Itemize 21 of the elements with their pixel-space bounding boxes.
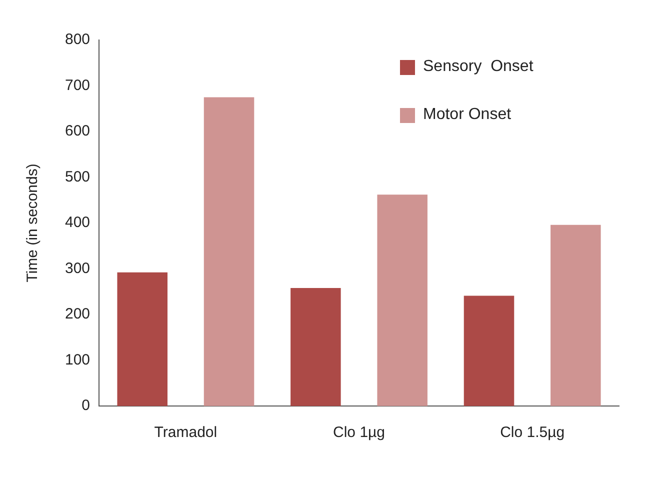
y-tick-label: 400 bbox=[64, 214, 90, 232]
y-tick-label: 800 bbox=[64, 31, 90, 48]
y-tick-label: 200 bbox=[64, 306, 90, 323]
bar bbox=[117, 272, 168, 406]
x-tick-label: Clo 1µg bbox=[333, 424, 386, 442]
y-tick-label: 500 bbox=[64, 168, 90, 186]
bar bbox=[550, 224, 601, 406]
x-tick-label: Clo 1.5µg bbox=[500, 424, 565, 442]
legend-label: Sensory Onset bbox=[423, 58, 534, 76]
x-tick-label: Tramadol bbox=[154, 424, 218, 442]
legend-label: Motor Onset bbox=[423, 106, 512, 124]
y-tick-label: 100 bbox=[64, 351, 90, 368]
bar bbox=[464, 296, 514, 406]
y-tick-label: 300 bbox=[64, 260, 90, 277]
bar bbox=[377, 194, 428, 406]
y-tick-label: 700 bbox=[64, 76, 90, 94]
y-axis-title: Time (in seconds) bbox=[24, 164, 42, 282]
bar bbox=[204, 97, 254, 406]
y-tick-label: 600 bbox=[64, 122, 90, 140]
bar bbox=[290, 288, 341, 406]
y-tick-label: 0 bbox=[82, 397, 90, 414]
